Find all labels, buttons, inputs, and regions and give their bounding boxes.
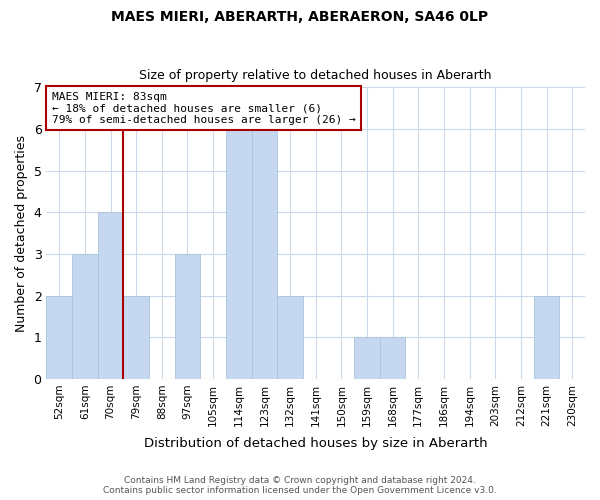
Bar: [534, 296, 559, 379]
Bar: [226, 129, 251, 379]
Bar: [277, 296, 303, 379]
Bar: [98, 212, 124, 379]
Text: MAES MIERI: 83sqm
← 18% of detached houses are smaller (6)
79% of semi-detached : MAES MIERI: 83sqm ← 18% of detached hous…: [52, 92, 356, 125]
Bar: [380, 337, 406, 379]
Bar: [175, 254, 200, 379]
Bar: [251, 129, 277, 379]
Bar: [46, 296, 72, 379]
Bar: [72, 254, 98, 379]
X-axis label: Distribution of detached houses by size in Aberarth: Distribution of detached houses by size …: [144, 437, 488, 450]
Title: Size of property relative to detached houses in Aberarth: Size of property relative to detached ho…: [139, 69, 492, 82]
Text: Contains HM Land Registry data © Crown copyright and database right 2024.
Contai: Contains HM Land Registry data © Crown c…: [103, 476, 497, 495]
Y-axis label: Number of detached properties: Number of detached properties: [15, 134, 28, 332]
Bar: [124, 296, 149, 379]
Bar: [354, 337, 380, 379]
Text: MAES MIERI, ABERARTH, ABERAERON, SA46 0LP: MAES MIERI, ABERARTH, ABERAERON, SA46 0L…: [112, 10, 488, 24]
